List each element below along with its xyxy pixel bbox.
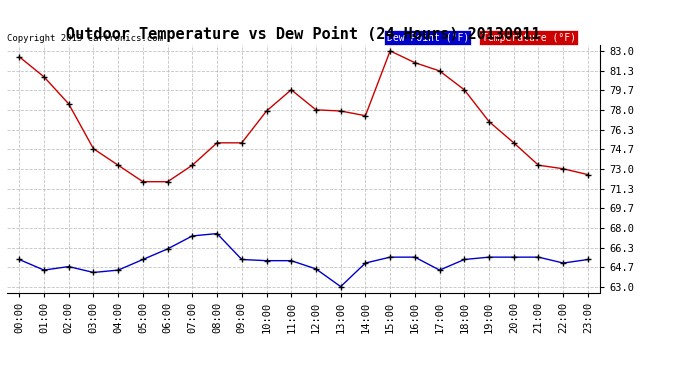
Text: Temperature (°F): Temperature (°F) xyxy=(482,33,575,42)
Title: Outdoor Temperature vs Dew Point (24 Hours) 20130911: Outdoor Temperature vs Dew Point (24 Hou… xyxy=(66,27,541,42)
Text: Dew Point (°F): Dew Point (°F) xyxy=(386,33,469,42)
Text: Copyright 2013 Cartronics.com: Copyright 2013 Cartronics.com xyxy=(7,33,163,42)
